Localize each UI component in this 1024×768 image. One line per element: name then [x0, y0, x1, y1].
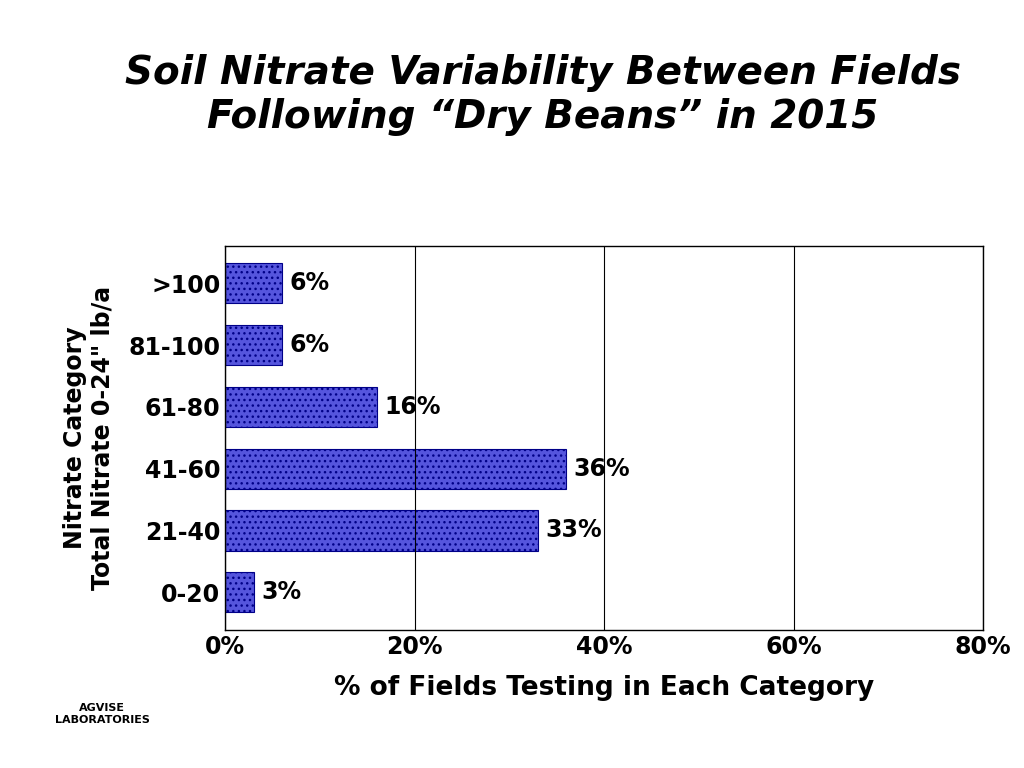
Bar	[225, 572, 254, 612]
Text: 33%: 33%	[546, 518, 602, 542]
Text: 6%: 6%	[290, 271, 330, 295]
Bar	[225, 325, 282, 365]
Bar	[225, 263, 282, 303]
Text: 3%: 3%	[261, 581, 301, 604]
Bar	[225, 511, 538, 551]
Bar	[225, 387, 377, 427]
Text: 16%: 16%	[384, 395, 441, 419]
Bar	[225, 449, 566, 488]
Text: 6%: 6%	[290, 333, 330, 357]
Y-axis label: Nitrate Category
Total Nitrate 0-24" lb/a: Nitrate Category Total Nitrate 0-24" lb/…	[62, 286, 115, 590]
X-axis label: % of Fields Testing in Each Category: % of Fields Testing in Each Category	[334, 675, 874, 701]
Text: Soil Nitrate Variability Between Fields
Following “Dry Beans” in 2015: Soil Nitrate Variability Between Fields …	[125, 54, 961, 136]
Text: AGVISE
LABORATORIES: AGVISE LABORATORIES	[55, 703, 150, 725]
Text: 36%: 36%	[573, 457, 631, 481]
